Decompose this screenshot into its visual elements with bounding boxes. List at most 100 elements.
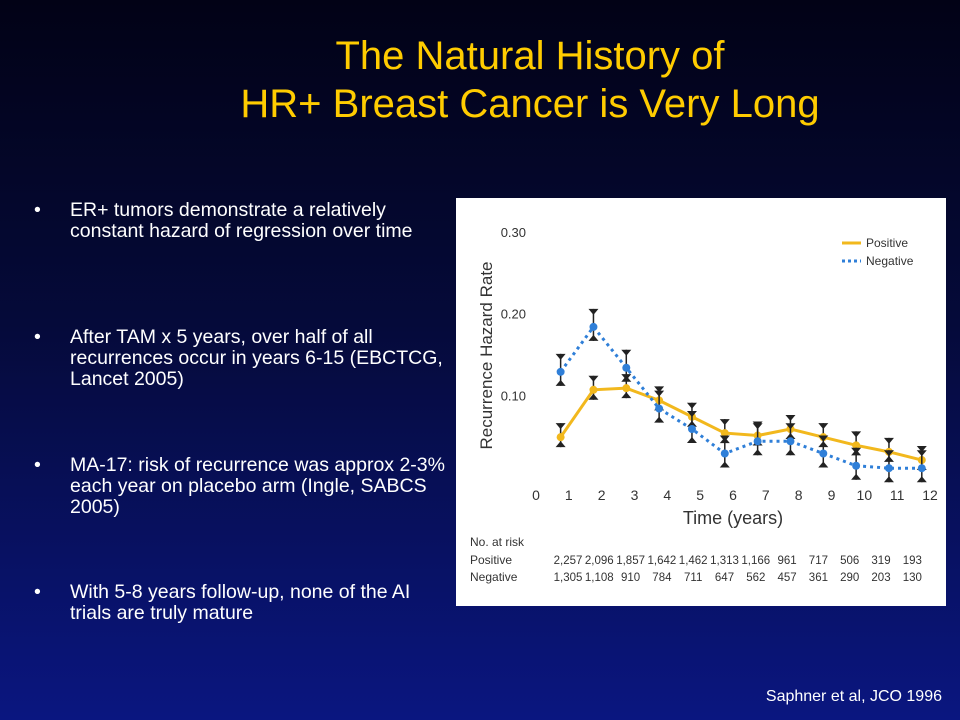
at-risk-row-label: Positive: [470, 553, 512, 567]
error-bar-cap: [621, 349, 632, 356]
error-bar-cap: [752, 449, 763, 456]
at-risk-value: 130: [903, 572, 922, 584]
at-risk-value: 784: [652, 572, 672, 584]
data-point-negative: [917, 464, 926, 473]
y-tick-label: 0.20: [501, 307, 526, 322]
data-point-positive: [852, 441, 861, 450]
data-point-negative: [687, 425, 696, 433]
error-bar-cap: [588, 308, 599, 315]
legend-label: Positive: [866, 236, 908, 250]
x-tick-label: 5: [696, 487, 704, 503]
x-tick-label: 10: [857, 487, 873, 503]
data-point-negative: [622, 363, 631, 372]
error-bar-cap: [785, 415, 796, 421]
error-bar-cap: [555, 441, 566, 448]
error-bar-cap: [654, 386, 665, 393]
at-risk-value: 562: [746, 572, 765, 584]
error-bar-cap: [785, 423, 796, 430]
at-risk-value: 1,462: [679, 555, 708, 567]
at-risk-value: 1,313: [710, 555, 739, 567]
x-axis-label: Time (years): [683, 508, 783, 528]
error-bar-cap: [555, 353, 566, 360]
bullet-item: • With 5-8 years follow-up, none of the …: [30, 582, 450, 624]
bullet-text: ER+ tumors demonstrate a relatively cons…: [70, 199, 413, 242]
data-point-positive: [556, 433, 565, 442]
bullet-point: •: [34, 581, 41, 603]
x-tick-label: 6: [729, 487, 737, 503]
data-point-positive: [622, 384, 631, 393]
x-tick-label: 12: [922, 487, 938, 503]
error-bar-cap: [785, 449, 796, 456]
error-bar-cap: [851, 447, 862, 454]
at-risk-value: 203: [871, 572, 890, 584]
data-point-negative: [655, 404, 664, 413]
slide-title: The Natural History of HR+ Breast Cancer…: [0, 32, 960, 128]
chart-figure: Recurrence Hazard Rate 0.10 0.20 0.30 0 1 2 3 4 5…: [456, 198, 946, 606]
bullet-text: After TAM x 5 years, over half of all re…: [70, 326, 443, 390]
error-bar-cap: [654, 416, 665, 423]
bullet-item: • ER+ tumors demonstrate a relatively co…: [30, 200, 450, 242]
y-axis-label: Recurrence Hazard Rate: [477, 261, 496, 449]
error-bar-cap: [686, 411, 697, 417]
error-bar-cap: [719, 435, 730, 442]
at-risk-value: 457: [778, 572, 797, 584]
citation: Saphner et al, JCO 1996: [765, 688, 942, 705]
at-risk-value: 506: [840, 555, 859, 567]
at-risk-value: 1,857: [616, 555, 645, 567]
x-tick-label: 7: [762, 487, 770, 503]
error-bar-cap: [621, 375, 632, 382]
error-bar-cap: [588, 334, 599, 341]
error-bar-cap: [621, 392, 632, 399]
error-bar-cap: [719, 419, 730, 426]
at-risk-value: 711: [684, 572, 702, 584]
legend-label: Negative: [866, 254, 914, 268]
at-risk-row-label: Negative: [470, 570, 518, 584]
x-tick-label: 4: [663, 487, 671, 503]
error-bar-cap: [719, 461, 730, 468]
data-point-negative: [852, 461, 861, 470]
at-risk-value: 1,108: [585, 572, 614, 584]
data-point-negative: [589, 322, 598, 331]
at-risk-value: 361: [809, 572, 828, 584]
hazard-rate-chart: Recurrence Hazard Rate 0.100.200.300 1 2 3 4 5…: [470, 225, 938, 584]
error-bar-cap: [818, 435, 829, 442]
error-bar-cap: [851, 473, 862, 480]
bullet-point: •: [34, 326, 41, 348]
at-risk-value: 910: [621, 572, 640, 584]
x-tick-label: 11: [890, 487, 905, 503]
data-point-negative: [720, 449, 729, 458]
bullet-text: MA-17: risk of recurrence was approx 2-3…: [70, 454, 445, 518]
at-risk-value: 1,166: [741, 555, 770, 567]
error-bar-cap: [818, 461, 829, 468]
error-bar-cap: [916, 476, 927, 483]
error-bar-cap: [883, 437, 894, 444]
data-point-negative: [786, 437, 795, 446]
x-tick-label: 9: [828, 487, 836, 503]
error-bar-cap: [818, 423, 829, 430]
error-bar-cap: [555, 379, 566, 386]
at-risk-value: 647: [715, 572, 734, 584]
at-risk-value: 319: [871, 555, 890, 567]
bullet-point: •: [34, 199, 41, 221]
at-risk-value: 1,642: [648, 555, 677, 567]
at-risk-value: 2,257: [554, 555, 583, 567]
x-tick-label: 3: [631, 487, 639, 503]
error-bar-cap: [686, 437, 697, 443]
bullet-text: With 5-8 years follow-up, none of the AI…: [70, 581, 411, 624]
bullet-item: • MA-17: risk of recurrence was approx 2…: [30, 455, 450, 518]
x-tick-label: 0: [532, 487, 540, 503]
error-bar-cap: [916, 450, 927, 457]
error-bar-cap: [588, 393, 599, 400]
data-point-positive: [720, 429, 729, 438]
data-point-negative: [556, 367, 565, 376]
bullet-list: • ER+ tumors demonstrate a relatively co…: [30, 200, 450, 624]
data-point-negative: [819, 449, 828, 458]
at-risk-value: 1,305: [554, 572, 583, 584]
bullet-point: •: [34, 454, 41, 476]
error-bar-cap: [686, 402, 697, 409]
error-bar-cap: [752, 423, 763, 430]
x-tick-label: 2: [598, 487, 606, 503]
series-line-negative: [559, 324, 922, 470]
error-bar-cap: [588, 375, 599, 382]
error-bar-cap: [916, 446, 927, 453]
